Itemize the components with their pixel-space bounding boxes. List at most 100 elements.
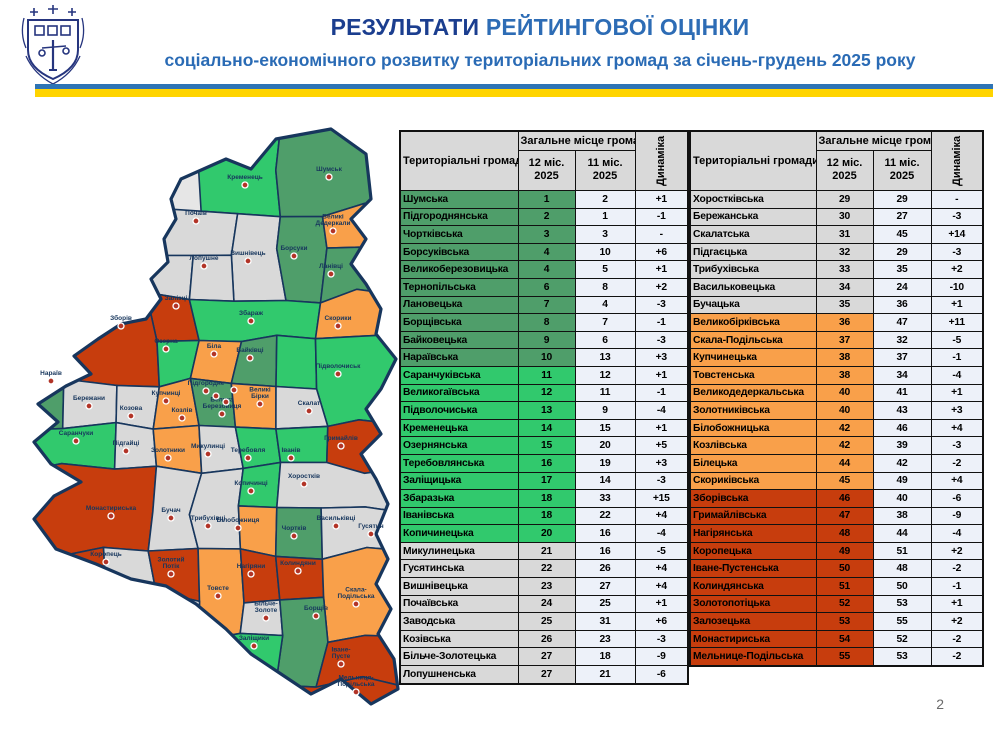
map-label: Козова — [120, 405, 143, 412]
settlement-dot-icon — [329, 227, 337, 235]
cell-rank-previous: 7 — [574, 313, 636, 332]
cell-rank-current: 4 — [517, 242, 576, 262]
cell-rank-previous: 53 — [872, 594, 932, 614]
table-row: Бучацька 35 36 +1 — [689, 295, 984, 315]
settlement-dot-icon — [244, 257, 252, 265]
map-region-borsuky — [275, 215, 328, 304]
cell-rank-current: 50 — [815, 559, 874, 579]
map-label: Зборів — [110, 314, 132, 322]
map-marker: Чортків — [282, 524, 306, 540]
cell-name: Кременецька — [399, 418, 519, 438]
settlement-dot-icon — [367, 530, 375, 538]
map-label: Борщів — [304, 604, 328, 612]
cell-rank-previous: 16 — [574, 541, 636, 561]
cell-name: Тернопільська — [399, 277, 519, 297]
cell-dynamics: -5 — [930, 330, 984, 350]
cell-dynamics: -3 — [634, 330, 689, 350]
map-label: Велика Березовиця — [203, 397, 242, 411]
cell-rank-previous: 37 — [872, 348, 932, 367]
cell-dynamics: +11 — [930, 313, 984, 332]
cell-rank-previous: 6 — [574, 330, 636, 350]
map-marker: Теребовля — [231, 446, 265, 462]
cell-rank-previous: 38 — [872, 506, 932, 526]
cell-rank-previous: 18 — [574, 647, 636, 667]
map-marker: Підволочиськ — [316, 362, 362, 378]
map-marker: Залізці — [165, 294, 188, 310]
cell-rank-previous: 41 — [872, 383, 932, 403]
cell-rank-current: 7 — [517, 295, 576, 315]
cell-name: Шумська — [399, 190, 519, 209]
table-row: Саранчуківська 11 12 +1 — [399, 365, 689, 385]
table-row: Великогаївська 12 11 -1 — [399, 383, 689, 403]
cell-rank-previous: 3 — [574, 225, 636, 244]
cell-rank-previous: 13 — [574, 348, 636, 367]
cell-rank-current: 32 — [815, 242, 874, 262]
cell-name: Козлівська — [689, 436, 817, 455]
map-region-zalishchyky — [192, 632, 284, 704]
map-label: Васильківці — [317, 514, 356, 522]
cell-rank-current: 18 — [517, 489, 576, 508]
settlement-dot-icon — [290, 252, 298, 260]
cell-name: Гусятинська — [399, 559, 519, 579]
cell-rank-previous: 32 — [872, 330, 932, 350]
table-row: Тернопільська 6 8 +2 — [399, 277, 689, 297]
settlement-dot-icon — [250, 642, 258, 650]
title-main: РЕЗУЛЬТАТИ — [330, 14, 480, 40]
cell-rank-current: 35 — [815, 295, 874, 315]
table-row: Товстенська 38 34 -4 — [689, 365, 984, 385]
cell-rank-current: 48 — [815, 524, 874, 543]
cell-name: Підгороднянська — [399, 207, 519, 227]
table-row: Борсуківська 4 10 +6 — [399, 242, 689, 262]
cell-rank-previous: 14 — [574, 471, 636, 491]
table-row: Гусятинська 22 26 +4 — [399, 559, 689, 579]
map-label: Іванів — [281, 446, 300, 454]
map-marker: Більче-Золоте — [254, 600, 278, 622]
cell-rank-previous: 36 — [872, 295, 932, 315]
cell-rank-current: 1 — [517, 190, 576, 209]
settlement-dot-icon — [325, 173, 333, 181]
cell-rank-current: 22 — [517, 559, 576, 579]
cell-dynamics: -4 — [634, 524, 689, 543]
cell-rank-previous: 22 — [574, 506, 636, 526]
settlement-dot-icon — [162, 345, 170, 353]
map-marker — [212, 392, 220, 400]
map-marker: Золотники — [151, 447, 185, 462]
map-marker: Колиндяни — [280, 560, 316, 575]
flag-divider-blue — [35, 84, 993, 89]
settlement-dot-icon — [212, 392, 220, 400]
map-label: Підгайці — [113, 439, 140, 447]
cell-rank-current: 18 — [517, 506, 576, 526]
map-label: Монастириська — [86, 505, 137, 512]
map-region-pidvolochysk-w — [275, 334, 318, 390]
cell-rank-previous: 20 — [574, 436, 636, 455]
col-header-place: Загальне місце громади — [815, 130, 932, 151]
settlement-dot-icon — [85, 402, 93, 410]
cell-rank-previous: 23 — [574, 629, 636, 649]
cell-dynamics: +1 — [634, 418, 689, 438]
table-row: Заліщицька 17 14 -3 — [399, 471, 689, 491]
cell-rank-previous: 44 — [872, 524, 932, 543]
cell-name: Товстенська — [689, 365, 817, 385]
map-label: Шумськ — [316, 166, 342, 173]
cell-dynamics: -10 — [930, 277, 984, 297]
cell-rank-current: 9 — [517, 330, 576, 350]
page-title: РЕЗУЛЬТАТИ РЕЙТИНГОВОЇ ОЦІНКИ — [100, 14, 980, 41]
map-label: Великі Дедеркали — [315, 213, 350, 228]
cell-rank-current: 23 — [517, 577, 576, 596]
cell-rank-current: 51 — [815, 577, 874, 596]
map-label: Скорики — [324, 315, 351, 322]
map-label: Лопушне — [189, 255, 218, 262]
table-row: Скала-Подільська 37 32 -5 — [689, 330, 984, 350]
settlement-dot-icon — [244, 454, 252, 462]
map-marker: Козова — [120, 405, 143, 420]
settlement-dot-icon — [210, 350, 218, 358]
map-label: Підволочиськ — [316, 362, 362, 370]
cell-name: Бучацька — [689, 295, 817, 315]
cell-dynamics: -2 — [930, 453, 984, 473]
cell-dynamics: +1 — [930, 383, 984, 403]
map-label: Гримайлів — [324, 434, 358, 442]
cell-dynamics: +6 — [634, 242, 689, 262]
col-header-dynamics: Динаміка — [930, 130, 984, 191]
cell-dynamics: +1 — [634, 260, 689, 279]
map-label: Великі Бірки — [249, 386, 271, 401]
